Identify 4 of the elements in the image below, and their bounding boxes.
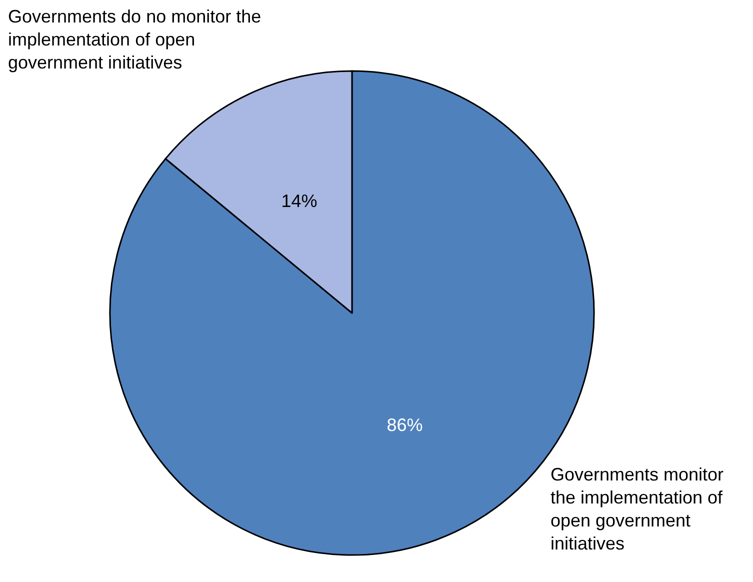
data-label: 14% xyxy=(281,190,318,211)
slice-label: Governments monitor the implementation of open government initiatives xyxy=(550,464,729,554)
data-label: 86% xyxy=(386,415,423,436)
slice-label: Governments do no monitor the implementation of open government initiatives xyxy=(8,6,266,72)
